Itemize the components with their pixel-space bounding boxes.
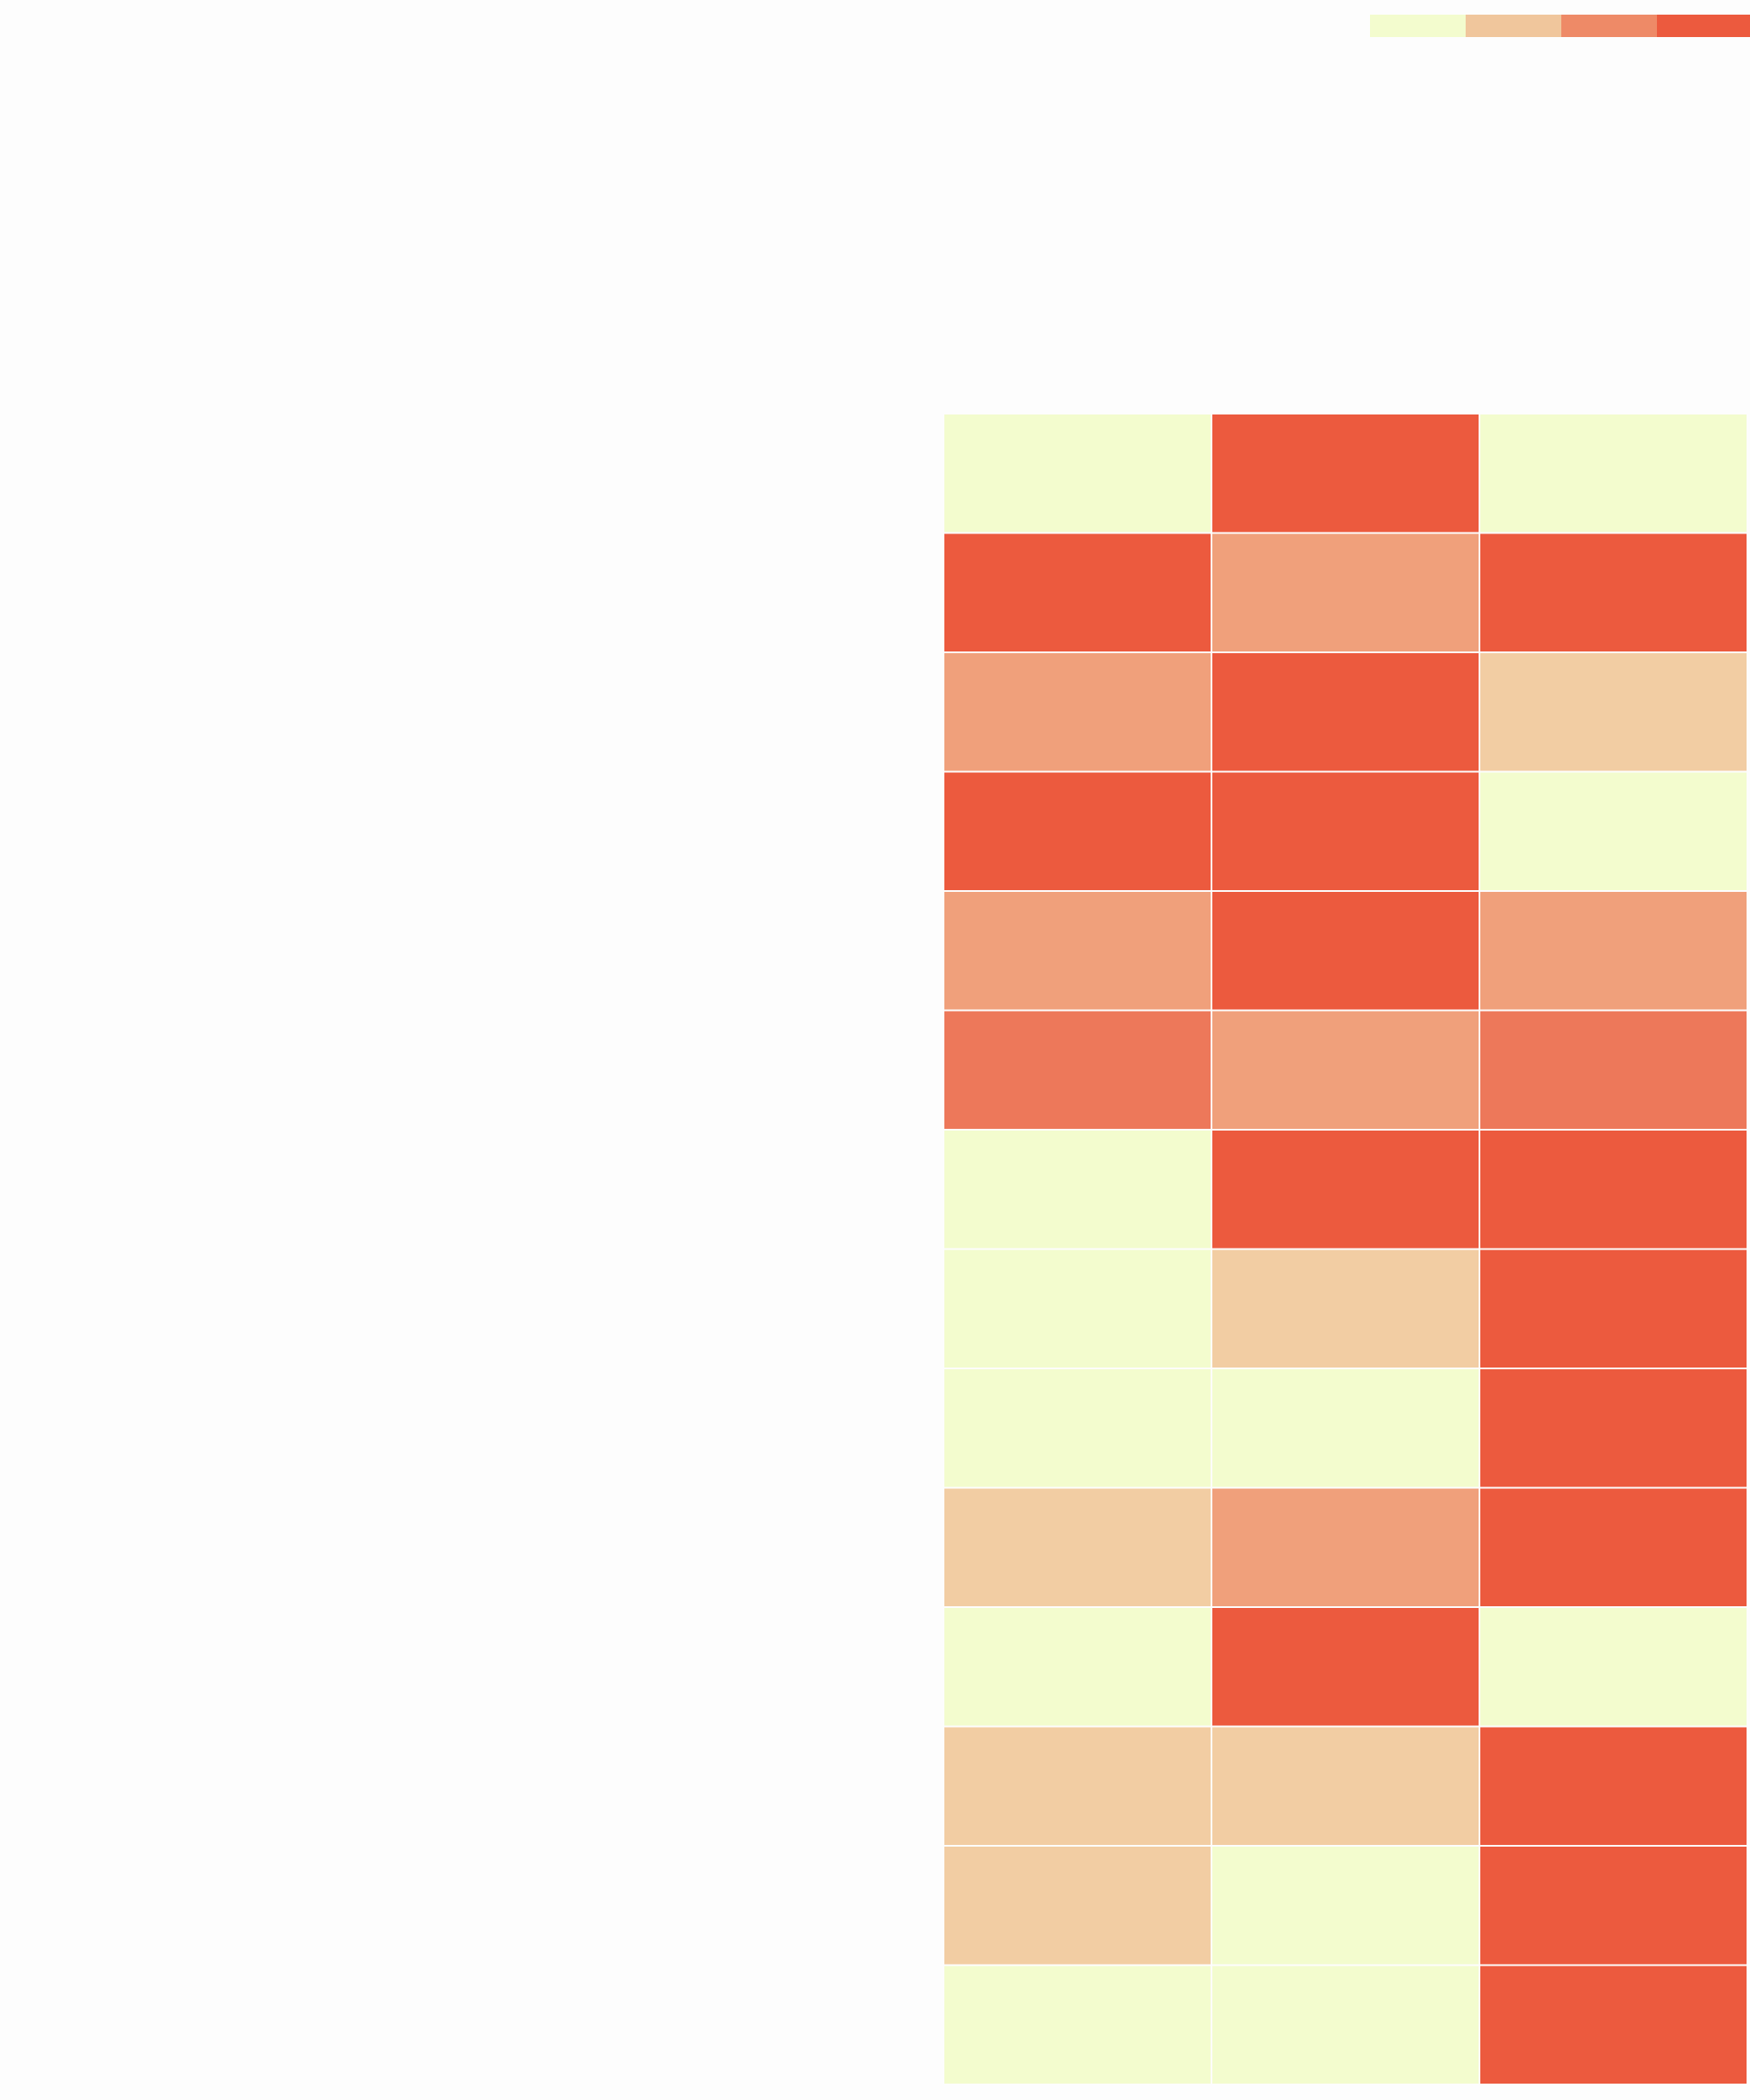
- heatmap-cell-r2-c2: [1212, 533, 1479, 651]
- heatmap-cell-r8-c3: [1480, 1249, 1747, 1368]
- heatmap-cell-r4-c1: [944, 772, 1211, 890]
- heatmap-cell-r4-c2: [1212, 772, 1479, 890]
- heatmap-cell-r10-c1: [944, 1488, 1211, 1606]
- legend-swatch-1: [1466, 15, 1561, 37]
- heatmap-cell-r5-c2: [1212, 892, 1479, 1010]
- heatmap-cell-r12-c1: [944, 1727, 1211, 1845]
- heatmap-cell-r7-c1: [944, 1131, 1211, 1249]
- heatmap-cell-r6-c2: [1212, 1011, 1479, 1129]
- legend-swatch-0: [1370, 15, 1466, 37]
- heatmap-cell-r8-c2: [1212, 1249, 1479, 1368]
- heatmap-cell-r5-c3: [1480, 892, 1747, 1010]
- heatmap-cell-r9-c2: [1212, 1369, 1479, 1487]
- heatmap-cell-r11-c3: [1480, 1608, 1747, 1726]
- heatmap-grid: [944, 414, 1747, 2084]
- heatmap-cell-r5-c1: [944, 892, 1211, 1010]
- legend-swatch-3: [1657, 15, 1750, 37]
- heatmap-cell-r7-c2: [1212, 1131, 1479, 1249]
- heatmap-cell-r7-c3: [1480, 1131, 1747, 1249]
- heatmap-cell-r12-c3: [1480, 1727, 1747, 1845]
- heatmap-cell-r8-c1: [944, 1249, 1211, 1368]
- heatmap-cell-r13-c1: [944, 1847, 1211, 1965]
- heatmap-cell-r1-c1: [944, 414, 1211, 533]
- heatmap-cell-r11-c2: [1212, 1608, 1479, 1726]
- heatmap-cell-r11-c1: [944, 1608, 1211, 1726]
- heatmap-cell-r13-c2: [1212, 1847, 1479, 1965]
- heatmap-cell-r6-c1: [944, 1011, 1211, 1129]
- heatmap-cell-r12-c2: [1212, 1727, 1479, 1845]
- heatmap-cell-r2-c3: [1480, 533, 1747, 651]
- heatmap-cell-r3-c2: [1212, 653, 1479, 771]
- heatmap-cell-r14-c2: [1212, 1966, 1479, 2084]
- heatmap-cell-r1-c2: [1212, 414, 1479, 533]
- heatmap-cell-r9-c3: [1480, 1369, 1747, 1487]
- color-legend: [1370, 15, 1750, 37]
- legend-swatch-2: [1561, 15, 1657, 37]
- heatmap-cell-r1-c3: [1480, 414, 1747, 533]
- heatmap-cell-r9-c1: [944, 1369, 1211, 1487]
- heatmap-cell-r3-c1: [944, 653, 1211, 771]
- heatmap-cell-r10-c3: [1480, 1488, 1747, 1606]
- heatmap-cell-r13-c3: [1480, 1847, 1747, 1965]
- heatmap-cell-r3-c3: [1480, 653, 1747, 771]
- heatmap-cell-r14-c3: [1480, 1966, 1747, 2084]
- heatmap-cell-r4-c3: [1480, 772, 1747, 890]
- heatmap-cell-r10-c2: [1212, 1488, 1479, 1606]
- heatmap-cell-r14-c1: [944, 1966, 1211, 2084]
- heatmap-cell-r6-c3: [1480, 1011, 1747, 1129]
- heatmap-cell-r2-c1: [944, 533, 1211, 651]
